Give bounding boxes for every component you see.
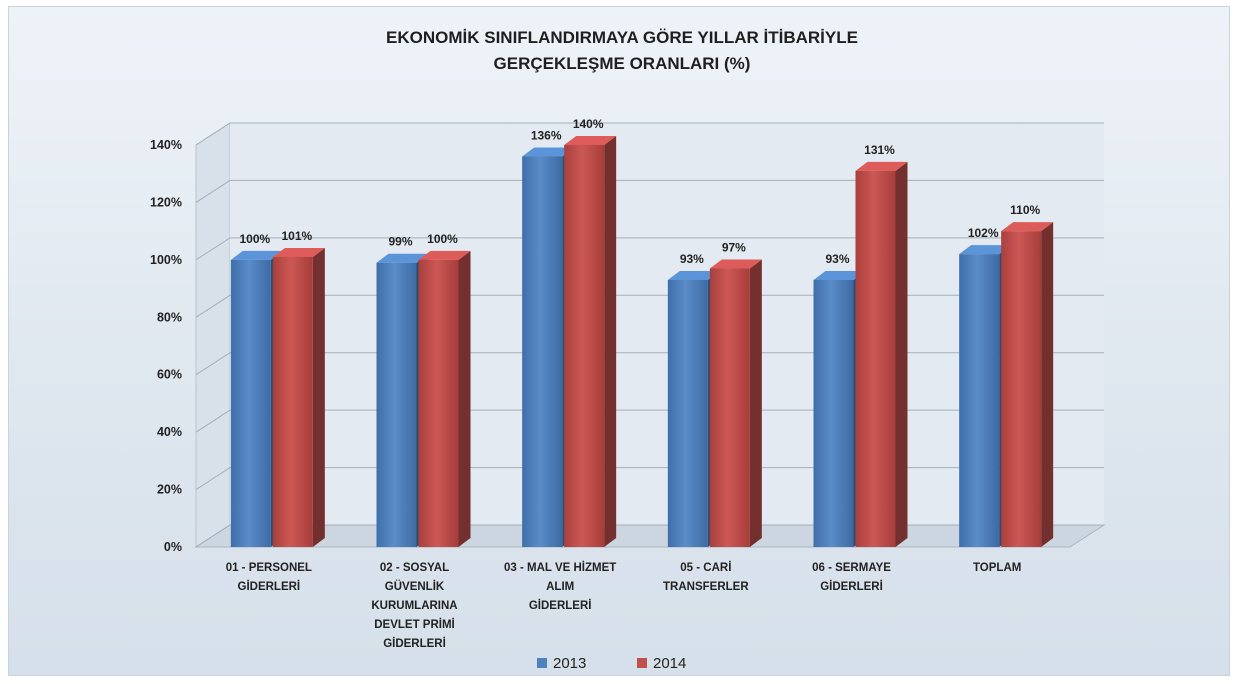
bar-top	[522, 147, 575, 157]
bar-top	[709, 259, 762, 269]
bar-2014-3	[709, 268, 750, 547]
data-label: 102%	[968, 226, 999, 240]
x-tick-label: 02 - SOSYAL	[380, 562, 449, 574]
data-label: 93%	[680, 252, 704, 266]
bar-2013-4	[813, 279, 854, 547]
legend-label: 2014	[653, 655, 686, 672]
gridline	[195, 352, 1104, 376]
bar-2013-2	[522, 156, 563, 547]
bar-2014-4	[855, 170, 896, 548]
bar-top	[959, 245, 1012, 255]
gridline	[195, 237, 1104, 261]
x-tick-label: KURUMLARINA	[371, 600, 457, 612]
bar-top	[272, 247, 325, 257]
bar-side	[895, 161, 908, 548]
bar-side	[604, 136, 617, 547]
bar-top	[418, 250, 471, 260]
y-tick-label: 140%	[150, 138, 182, 152]
gridline	[195, 179, 1104, 203]
x-tick-label: 06 - SERMAYE	[812, 562, 891, 574]
x-tick-label: 01 - PERSONEL	[226, 562, 312, 574]
data-label: 110%	[1010, 203, 1040, 217]
x-tick-label: GİDERLERİ	[238, 580, 301, 593]
x-tick-label: 05 - CARİ	[680, 561, 731, 574]
bar-side	[1041, 222, 1054, 547]
gridline	[195, 409, 1104, 433]
bar-2013-5	[959, 254, 1000, 547]
x-tick-label: GÜVENLİK	[385, 580, 445, 593]
y-tick-label: 40%	[157, 425, 182, 439]
gridlines	[195, 122, 1104, 548]
chart-title-line-2: GERÇEKLEŞME ORANLARI (%)	[494, 54, 751, 73]
bar-top	[855, 161, 908, 171]
data-label: 131%	[864, 143, 895, 157]
bar-2013-0	[230, 259, 271, 547]
data-label: 136%	[531, 128, 562, 142]
bars: 100% 101% 99% 100% 136% 140% 93% 97% 93% 131% 102%…	[230, 117, 1054, 548]
legend-swatch-2013	[537, 658, 547, 668]
data-label: 100%	[239, 232, 270, 246]
x-axis: 01 - PERSONEL GİDERLERİ 02 - SOSYAL GÜVENLİ…	[226, 561, 1022, 650]
data-label: 140%	[573, 117, 604, 131]
side-wall	[195, 122, 231, 548]
y-tick-label: 0%	[164, 540, 182, 554]
x-tick-label: GİDERLERİ	[529, 599, 592, 612]
legend-swatch-2014	[637, 658, 647, 668]
data-label: 93%	[825, 252, 849, 266]
bar-2014-5	[1001, 231, 1042, 547]
y-tick-label: 60%	[157, 368, 182, 382]
x-tick-label: GİDERLERİ	[820, 580, 883, 593]
bar-2013-3	[667, 279, 708, 547]
y-axis: 0% 20% 40% 60% 80% 100% 120% 140%	[150, 138, 182, 554]
y-tick-label: 120%	[150, 195, 182, 209]
bar-side	[749, 259, 762, 547]
bar-top	[230, 250, 283, 260]
bar-2013-1	[376, 262, 417, 547]
data-label: 101%	[281, 229, 312, 243]
legend-label: 2013	[553, 655, 586, 672]
legend: 2013 2014	[537, 655, 686, 672]
data-label: 97%	[722, 240, 746, 254]
bar-top	[813, 270, 866, 280]
gridline	[195, 294, 1104, 318]
x-tick-label: TRANSFERLER	[663, 581, 749, 593]
bar-top	[376, 253, 429, 263]
x-tick-label: ALIM	[546, 581, 574, 593]
bar-top	[1001, 222, 1054, 232]
gridline	[195, 467, 1104, 490]
bar-side	[458, 250, 471, 547]
bar-top	[564, 136, 617, 145]
gridline	[195, 524, 1104, 548]
y-tick-label: 20%	[157, 483, 182, 497]
y-tick-label: 80%	[157, 310, 182, 324]
bar-2014-1	[418, 259, 459, 547]
x-tick-label: GİDERLERİ	[383, 637, 446, 650]
chart-title-line-1: EKONOMİK SINIFLANDIRMAYA GÖRE YILLAR İTİ…	[386, 28, 858, 47]
x-tick-label: DEVLET PRİMİ	[374, 618, 455, 631]
data-label: 100%	[427, 232, 458, 246]
bar-2014-0	[272, 256, 313, 547]
bar-side	[312, 247, 325, 547]
gridline	[195, 122, 1104, 146]
y-tick-label: 100%	[150, 253, 182, 267]
chart-title: EKONOMİK SINIFLANDIRMAYA GÖRE YILLAR İTİ…	[386, 28, 858, 73]
bar-top	[667, 270, 720, 280]
bar-2014-2	[564, 145, 605, 547]
x-tick-label: 03 - MAL VE HİZMET	[504, 561, 616, 574]
x-tick-label: TOPLAM	[973, 562, 1021, 574]
data-label: 99%	[388, 235, 412, 249]
